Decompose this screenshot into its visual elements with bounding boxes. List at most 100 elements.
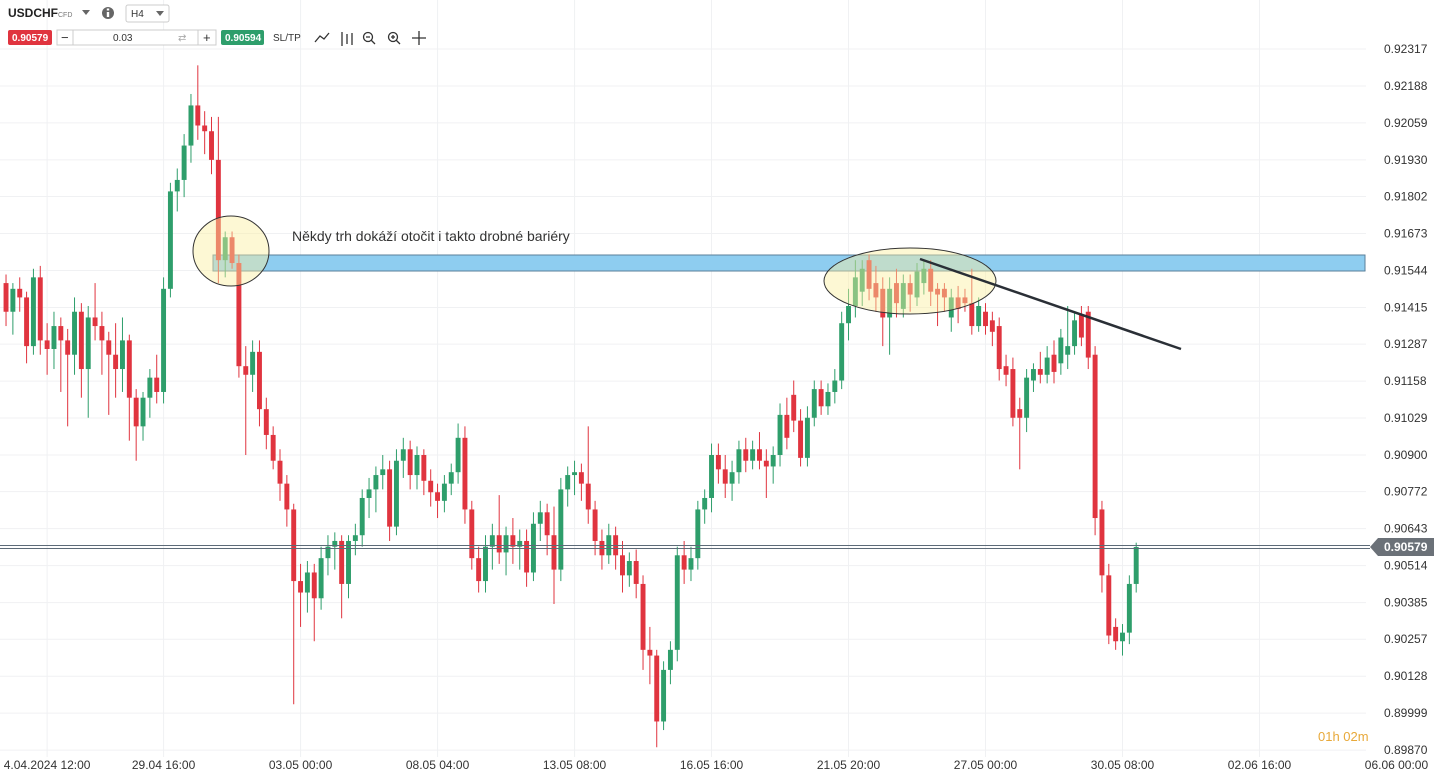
candle-body	[147, 377, 153, 398]
candle-body	[346, 540, 351, 584]
candle-body	[188, 105, 194, 146]
candle-body	[880, 288, 886, 318]
info-icon-glyph	[106, 8, 110, 11]
y-tick-label: 0.90514	[1384, 559, 1428, 573]
candle-body	[202, 125, 208, 132]
timeframe-select[interactable]	[125, 4, 170, 23]
candle-body	[688, 558, 694, 570]
candle-body	[1106, 575, 1112, 636]
candle-body	[524, 540, 530, 573]
candle-body	[222, 237, 228, 261]
highlight-ellipse	[192, 215, 270, 287]
candle-body	[1085, 311, 1091, 358]
candle-body	[140, 397, 146, 427]
candle-body	[1044, 357, 1050, 375]
candle-body	[298, 581, 304, 593]
candle-body	[709, 455, 714, 498]
candle-body	[1126, 583, 1132, 633]
candle-body	[311, 572, 317, 599]
y-tick-label: 0.91802	[1384, 190, 1428, 204]
candle-body	[1065, 346, 1071, 355]
line-chart-icon[interactable]	[314, 32, 330, 43]
sell-price: 0.90579	[12, 33, 49, 44]
candle-body	[359, 497, 365, 536]
x-tick-label: 02.06 16:00	[1228, 758, 1292, 772]
candle-body	[78, 311, 84, 370]
highlight-ellipse	[823, 247, 997, 315]
candle-body	[332, 540, 338, 547]
swap-icon[interactable]: ⇄	[178, 33, 186, 44]
candle-body	[565, 475, 571, 490]
x-tick-label: 21.05 20:00	[817, 758, 881, 772]
candle-body	[339, 540, 345, 584]
candle-body	[585, 483, 591, 510]
candle-body	[948, 297, 954, 318]
y-tick-label: 0.91930	[1384, 153, 1428, 167]
timeframe: H4	[131, 9, 144, 20]
y-tick-label: 0.89870	[1384, 743, 1428, 757]
candle-body	[640, 583, 646, 650]
candle-body	[1010, 369, 1016, 418]
candle-body	[1078, 314, 1084, 338]
lot-input[interactable]	[56, 29, 217, 46]
barrier-zone	[212, 254, 1366, 272]
zoom-out-icon[interactable]	[362, 31, 374, 43]
x-tick-label: 06.06 00:00	[1365, 758, 1429, 772]
candle-body	[448, 472, 454, 484]
candle-body	[1003, 366, 1009, 375]
candle-body	[256, 351, 262, 410]
candle-body	[695, 509, 701, 559]
y-tick-label: 0.92188	[1384, 79, 1428, 93]
candle-body	[859, 268, 865, 292]
candle-body	[537, 512, 543, 524]
trend-line	[919, 257, 1182, 351]
candle-body	[421, 455, 427, 481]
candle-body	[113, 354, 119, 370]
candle-body	[702, 497, 708, 510]
candle-body	[620, 555, 625, 576]
sltp-button[interactable]: SL/TP	[273, 33, 301, 44]
candle-body	[1051, 354, 1057, 372]
candle-body	[366, 489, 372, 498]
candle-body	[428, 480, 434, 493]
candle-body	[832, 380, 838, 392]
candle-body	[476, 558, 482, 582]
candle-body	[441, 483, 447, 501]
y-tick-label: 0.91673	[1384, 227, 1428, 241]
symbol-dropdown[interactable]	[82, 10, 90, 15]
zoom-out-glyph	[366, 36, 376, 45]
candle-body	[1017, 409, 1023, 418]
x-tick-label: 13.05 08:00	[543, 758, 607, 772]
symbol[interactable]: USDCHF	[8, 6, 58, 20]
candle-body	[469, 509, 475, 559]
x-tick-label: 30.05 08:00	[1091, 758, 1155, 772]
candle-body	[215, 159, 221, 261]
zoom-in-icon[interactable]	[387, 31, 399, 43]
candle-body	[380, 469, 386, 476]
candle-body	[633, 561, 639, 584]
lot-minus[interactable]: −	[61, 30, 69, 45]
candle-body	[161, 288, 167, 392]
lot-plus[interactable]: +	[203, 30, 211, 45]
candle-icon[interactable]	[341, 32, 353, 46]
candle-body	[284, 483, 290, 510]
candle-body	[58, 326, 64, 341]
candle-body	[626, 561, 632, 576]
candle-body	[572, 472, 578, 476]
candle-body	[955, 297, 961, 309]
candle-body	[17, 288, 23, 298]
candle-body	[37, 277, 43, 341]
candle-body	[661, 669, 667, 722]
annotation: Někdy trh dokáží otočit i takto drobné b…	[292, 228, 570, 244]
candle-body	[1092, 354, 1098, 519]
crosshair-icon[interactable]	[412, 31, 426, 45]
buy-button[interactable]	[221, 30, 264, 45]
sell-button[interactable]	[8, 30, 52, 45]
candle-body	[30, 277, 36, 347]
candle-body	[99, 326, 105, 341]
candle-body	[736, 449, 742, 473]
candle-body	[414, 455, 420, 476]
y-tick-label: 0.91415	[1384, 300, 1428, 314]
candle-body	[941, 288, 947, 298]
candle-body	[729, 472, 735, 484]
